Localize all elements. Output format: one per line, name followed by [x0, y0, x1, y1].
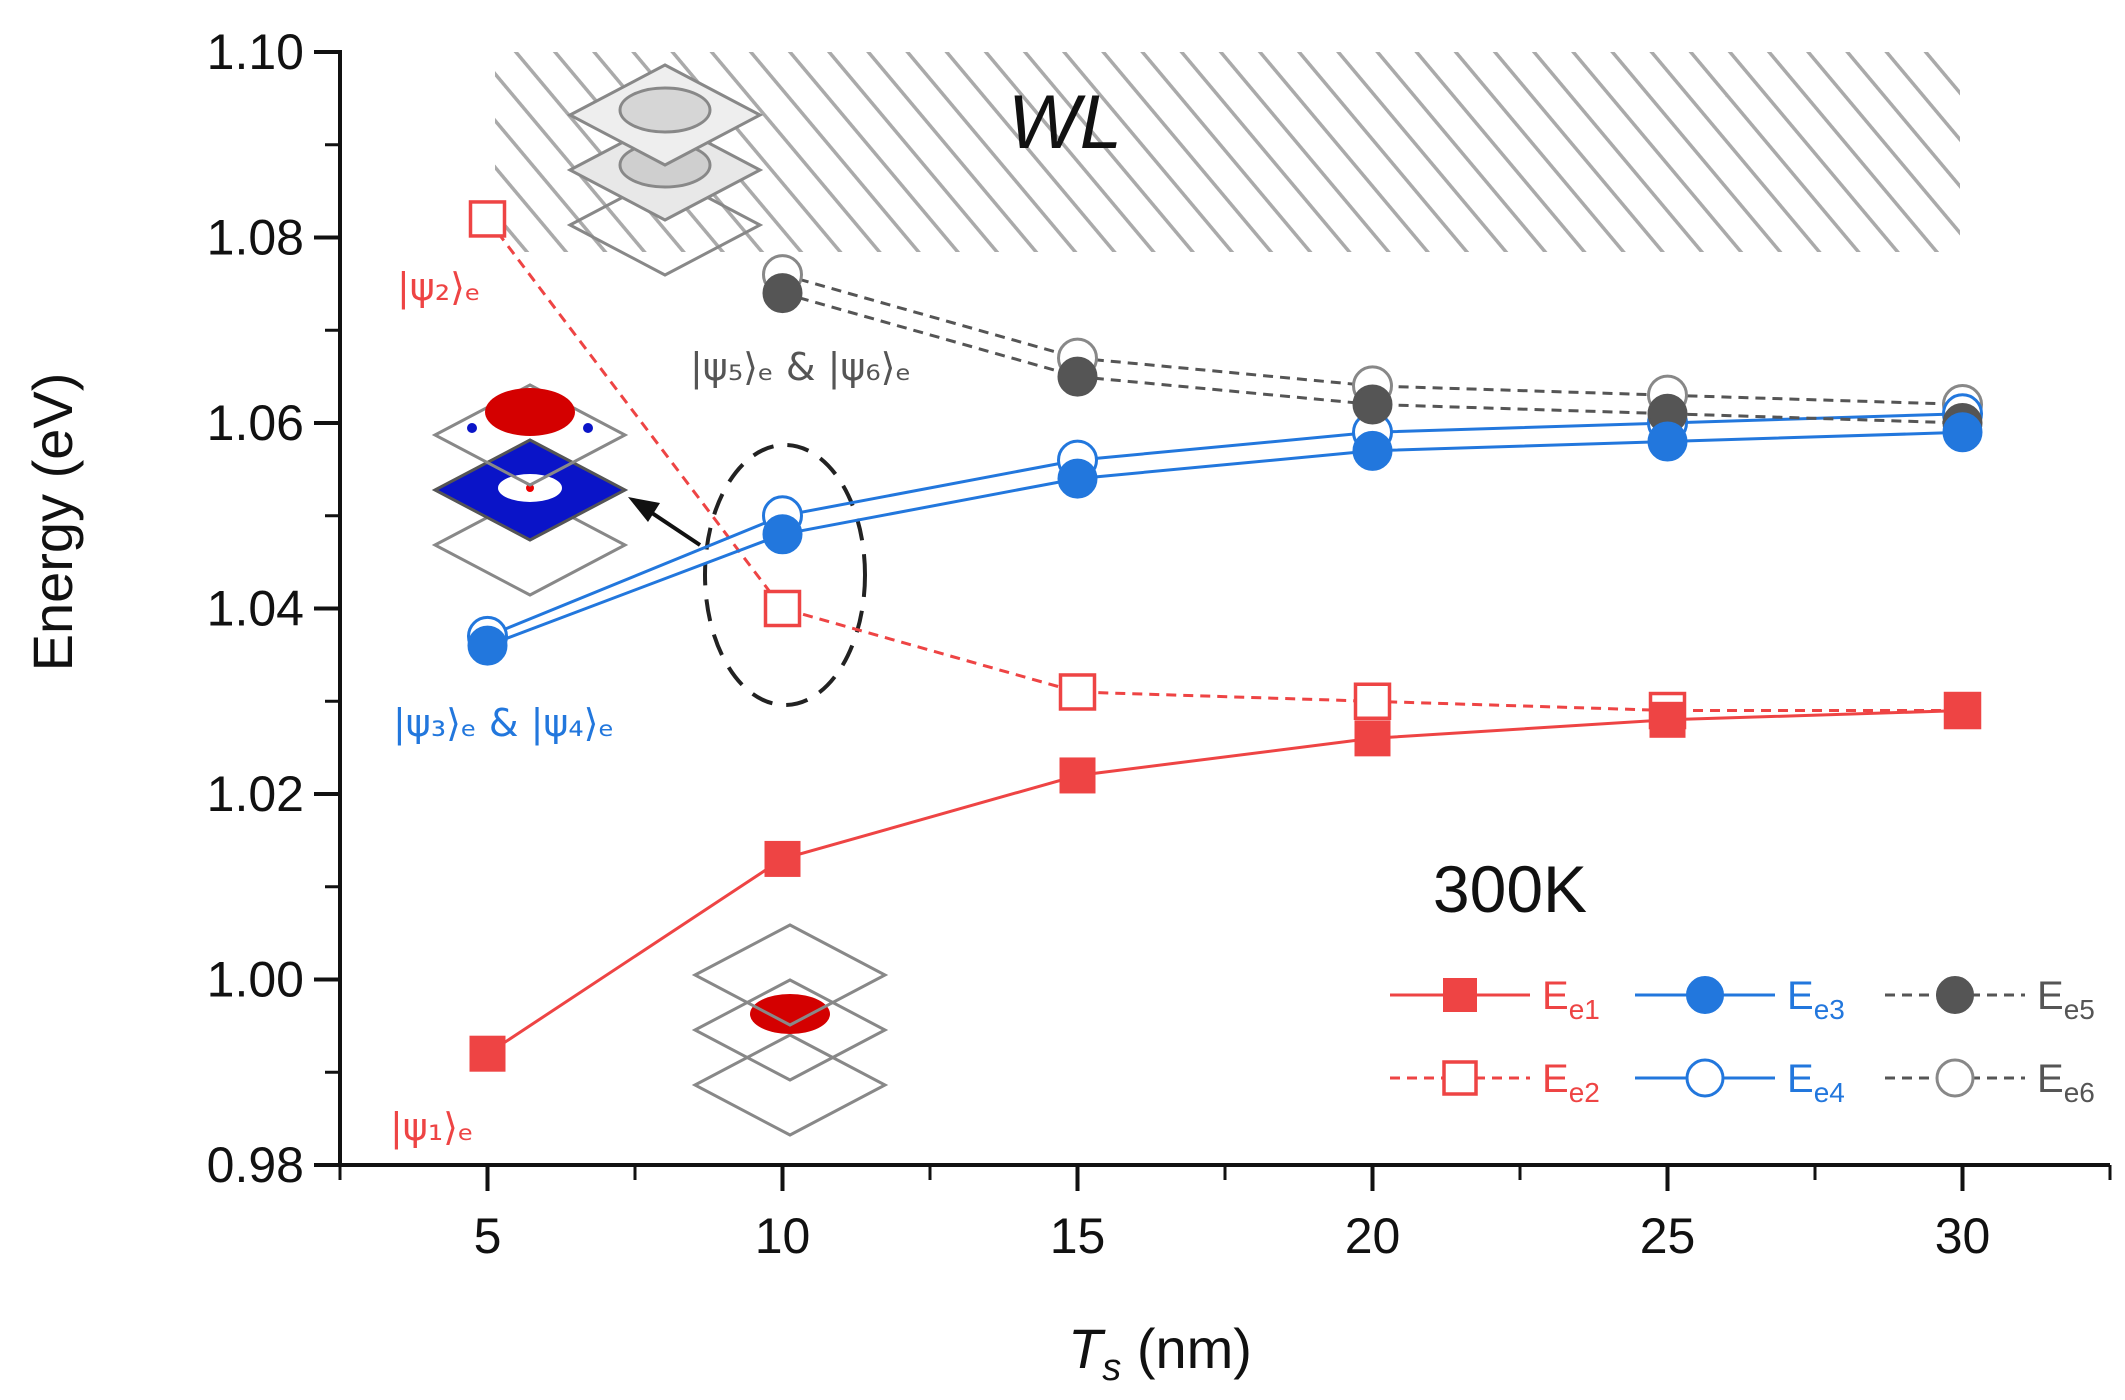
data-point-e3 — [1942, 412, 1983, 453]
legend-label-e2: Ee2 — [1542, 1057, 1600, 1108]
legend-marker-e5 — [1936, 976, 1974, 1014]
x-axis-title-main: T — [1068, 1317, 1106, 1380]
series-line-e2 — [486, 218, 1963, 712]
psi1-label: |ψ₁⟩ₑ — [390, 1105, 474, 1150]
legend-label-main: E — [1542, 1057, 1569, 1101]
wl-label: WL — [1008, 80, 1122, 165]
legend-label-e4: Ee4 — [1787, 1057, 1845, 1108]
inset-arrow-head — [628, 497, 660, 522]
x-tick-label: 10 — [755, 1208, 811, 1264]
y-tick-label: 1.08 — [207, 210, 304, 266]
data-point-e2 — [468, 200, 507, 238]
data-point-e5 — [1057, 356, 1098, 397]
series-line-e1 — [486, 709, 1963, 1055]
legend-label-sub: e3 — [1814, 994, 1845, 1025]
data-point-e1 — [1649, 701, 1686, 738]
data-point-e2 — [1058, 673, 1097, 711]
y-tick-label: 1.06 — [207, 395, 304, 451]
legend-label-sub: e1 — [1569, 994, 1600, 1025]
x-axis-title: Ts (nm) — [1068, 1317, 1252, 1389]
axis-ticks: 0.98 1.00 1.02 1.04 1.06 1.08 1.10 5 10 15 20 25 30 — [207, 24, 2112, 1264]
legend-label-e3: Ee3 — [1787, 974, 1845, 1025]
data-point-e3 — [762, 514, 803, 555]
legend-label-main: E — [1787, 974, 1814, 1018]
legend-label-sub: e2 — [1569, 1077, 1600, 1108]
y-tick-label: 0.98 — [207, 1137, 304, 1193]
data-point-e3 — [1647, 421, 1688, 462]
data-point-e1 — [1354, 720, 1391, 757]
legend-label-e5: Ee5 — [2037, 974, 2095, 1025]
series-line-e3 — [486, 430, 1963, 648]
legend-label-main: E — [1787, 1057, 1814, 1101]
legend-label-sub: e5 — [2064, 994, 2095, 1025]
legend-label-sub: e6 — [2064, 1077, 2095, 1108]
y-tick-label: 1.10 — [207, 24, 304, 80]
inset-psi1-schematic — [691, 923, 889, 1137]
psi34-label: |ψ₃⟩ₑ & |ψ₄⟩ₑ — [393, 701, 614, 746]
temperature-label: 300K — [1433, 852, 1587, 926]
legend-label-sub: e4 — [1814, 1077, 1845, 1108]
data-point-e3 — [1352, 430, 1393, 471]
data-point-e1 — [1944, 692, 1981, 729]
legend-marker-e2 — [1442, 1060, 1478, 1096]
data-point-e3 — [1057, 458, 1098, 499]
data-point-e1 — [469, 1035, 506, 1072]
inset-psi34-schematic — [431, 383, 629, 597]
x-tick-label: 25 — [1640, 1208, 1696, 1264]
legend-marker-e6 — [1935, 1058, 1975, 1098]
anticrossing-ellipse — [703, 443, 867, 707]
x-tick-label: 15 — [1050, 1208, 1106, 1264]
x-tick-label: 30 — [1935, 1208, 1991, 1264]
y-axis-title: Energy (eV) — [21, 373, 84, 672]
y-tick-label: 1.02 — [207, 766, 304, 822]
legend-marker-e3 — [1686, 976, 1724, 1014]
x-tick-label: 5 — [474, 1208, 502, 1264]
legend-label-main: E — [2037, 1057, 2064, 1101]
data-point-e1 — [764, 840, 801, 877]
data-point-e5 — [762, 273, 803, 314]
legend-marker-e1 — [1443, 978, 1477, 1012]
psi2-label: |ψ₂⟩ₑ — [397, 265, 481, 310]
legend-label-main: E — [1542, 974, 1569, 1018]
legend-label-e1: Ee1 — [1542, 974, 1600, 1025]
legend-label-main: E — [2037, 974, 2064, 1018]
x-tick-label: 20 — [1345, 1208, 1401, 1264]
psi56-label: |ψ₅⟩ₑ & |ψ₆⟩ₑ — [690, 345, 911, 390]
y-tick-label: 1.04 — [207, 581, 304, 637]
legend-label-e6: Ee6 — [2037, 1057, 2095, 1108]
inset-wetting-layer-schematic — [566, 63, 764, 277]
data-point-e3 — [467, 625, 508, 666]
data-point-e1 — [1059, 757, 1096, 794]
data-point-e5 — [1352, 384, 1393, 425]
legend-marker-e4 — [1685, 1058, 1725, 1098]
series-line-e4 — [486, 412, 1963, 638]
x-axis-title-sub: s — [1102, 1347, 1121, 1389]
x-axis-title-unit: (nm) — [1121, 1317, 1252, 1380]
data-point-e2 — [763, 589, 802, 628]
wl-hatched-region — [495, 52, 1960, 252]
y-tick-label: 1.00 — [207, 952, 304, 1008]
data-point-e2 — [1353, 682, 1392, 720]
series-markers — [467, 200, 1983, 1072]
